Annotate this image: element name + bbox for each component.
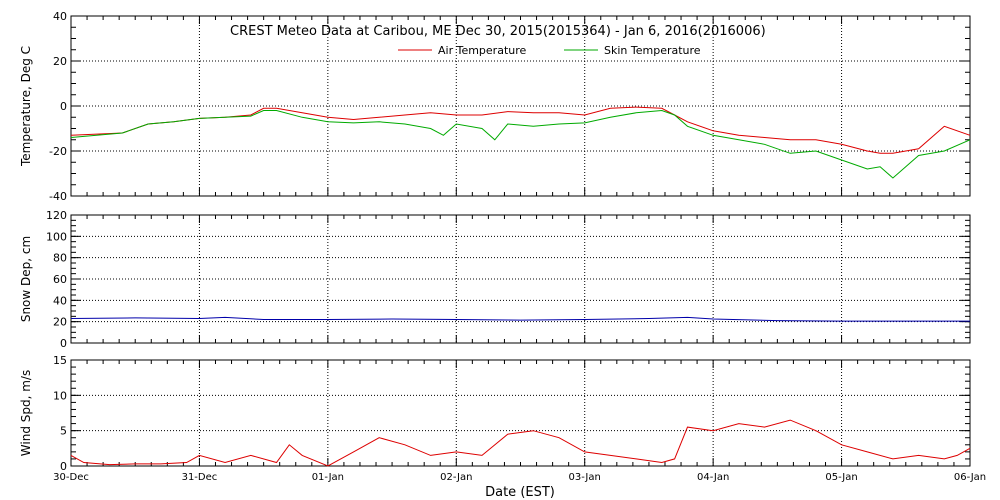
- y-tick-label: 40: [53, 294, 67, 307]
- y-tick-label: 0: [60, 460, 67, 473]
- y-tick-label: 0: [60, 337, 67, 350]
- x-tick-label: 01-Jan: [312, 472, 344, 483]
- x-tick-label: 03-Jan: [569, 472, 601, 483]
- y-tick-label: 20: [53, 55, 67, 68]
- series-line: [70, 316, 970, 322]
- y-tick-label: 20: [53, 316, 67, 329]
- series-line: [70, 109, 971, 179]
- y-axis-label: Temperature, Deg C: [19, 46, 33, 167]
- x-tick-label: 04-Jan: [697, 472, 729, 483]
- x-tick-label: 02-Jan: [440, 472, 472, 483]
- chart-title: CREST Meteo Data at Caribou, ME Dec 30, …: [230, 24, 766, 39]
- y-tick-label: 40: [53, 10, 67, 23]
- x-tick-label: 06-Jan: [954, 472, 986, 483]
- y-tick-label: 80: [53, 252, 67, 265]
- series-line: [70, 419, 971, 467]
- legend-label: Skin Temperature: [604, 44, 701, 57]
- y-tick-label: 5: [60, 425, 67, 438]
- legend-label: Air Temperature: [438, 44, 527, 57]
- x-tick-label: 05-Jan: [825, 472, 857, 483]
- y-tick-label: 10: [53, 389, 67, 402]
- y-tick-label: 15: [53, 354, 67, 367]
- plot-layer: 40 20 0 -20 -40 Temperature, Deg C Air Tempera…: [19, 10, 986, 483]
- y-tick-label: 120: [46, 209, 67, 222]
- y-tick-label: -40: [49, 190, 67, 203]
- y-tick-label: 0: [60, 100, 67, 113]
- y-tick-label: 60: [53, 273, 67, 286]
- y-tick-label: -20: [49, 145, 67, 158]
- y-tick-label: 100: [46, 230, 67, 243]
- x-axis-label: Date (EST): [485, 485, 555, 500]
- y-axis-label: Wind Spd, m/s: [19, 370, 33, 456]
- y-axis-label: Snow Dep, cm: [19, 236, 33, 322]
- x-tick-label: 30-Dec: [53, 472, 89, 483]
- x-tick-label: 31-Dec: [182, 472, 218, 483]
